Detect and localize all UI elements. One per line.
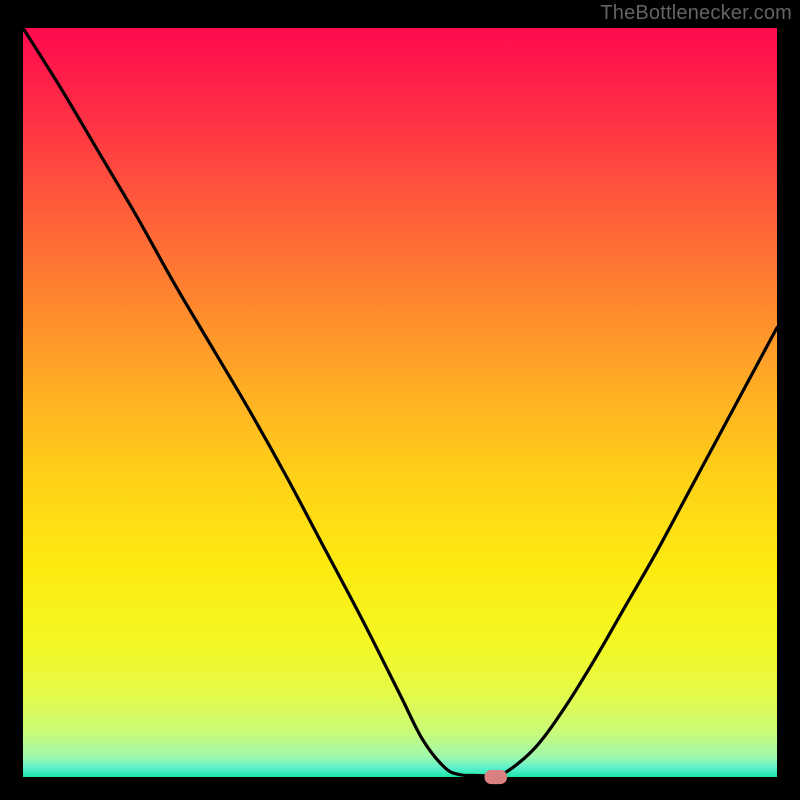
- optimal-marker: [484, 770, 507, 784]
- chart-container: TheBottlenecker.com: [0, 0, 800, 800]
- plot-background: [23, 28, 777, 777]
- bottleneck-chart: [0, 0, 800, 800]
- attribution-text: TheBottlenecker.com: [600, 2, 792, 25]
